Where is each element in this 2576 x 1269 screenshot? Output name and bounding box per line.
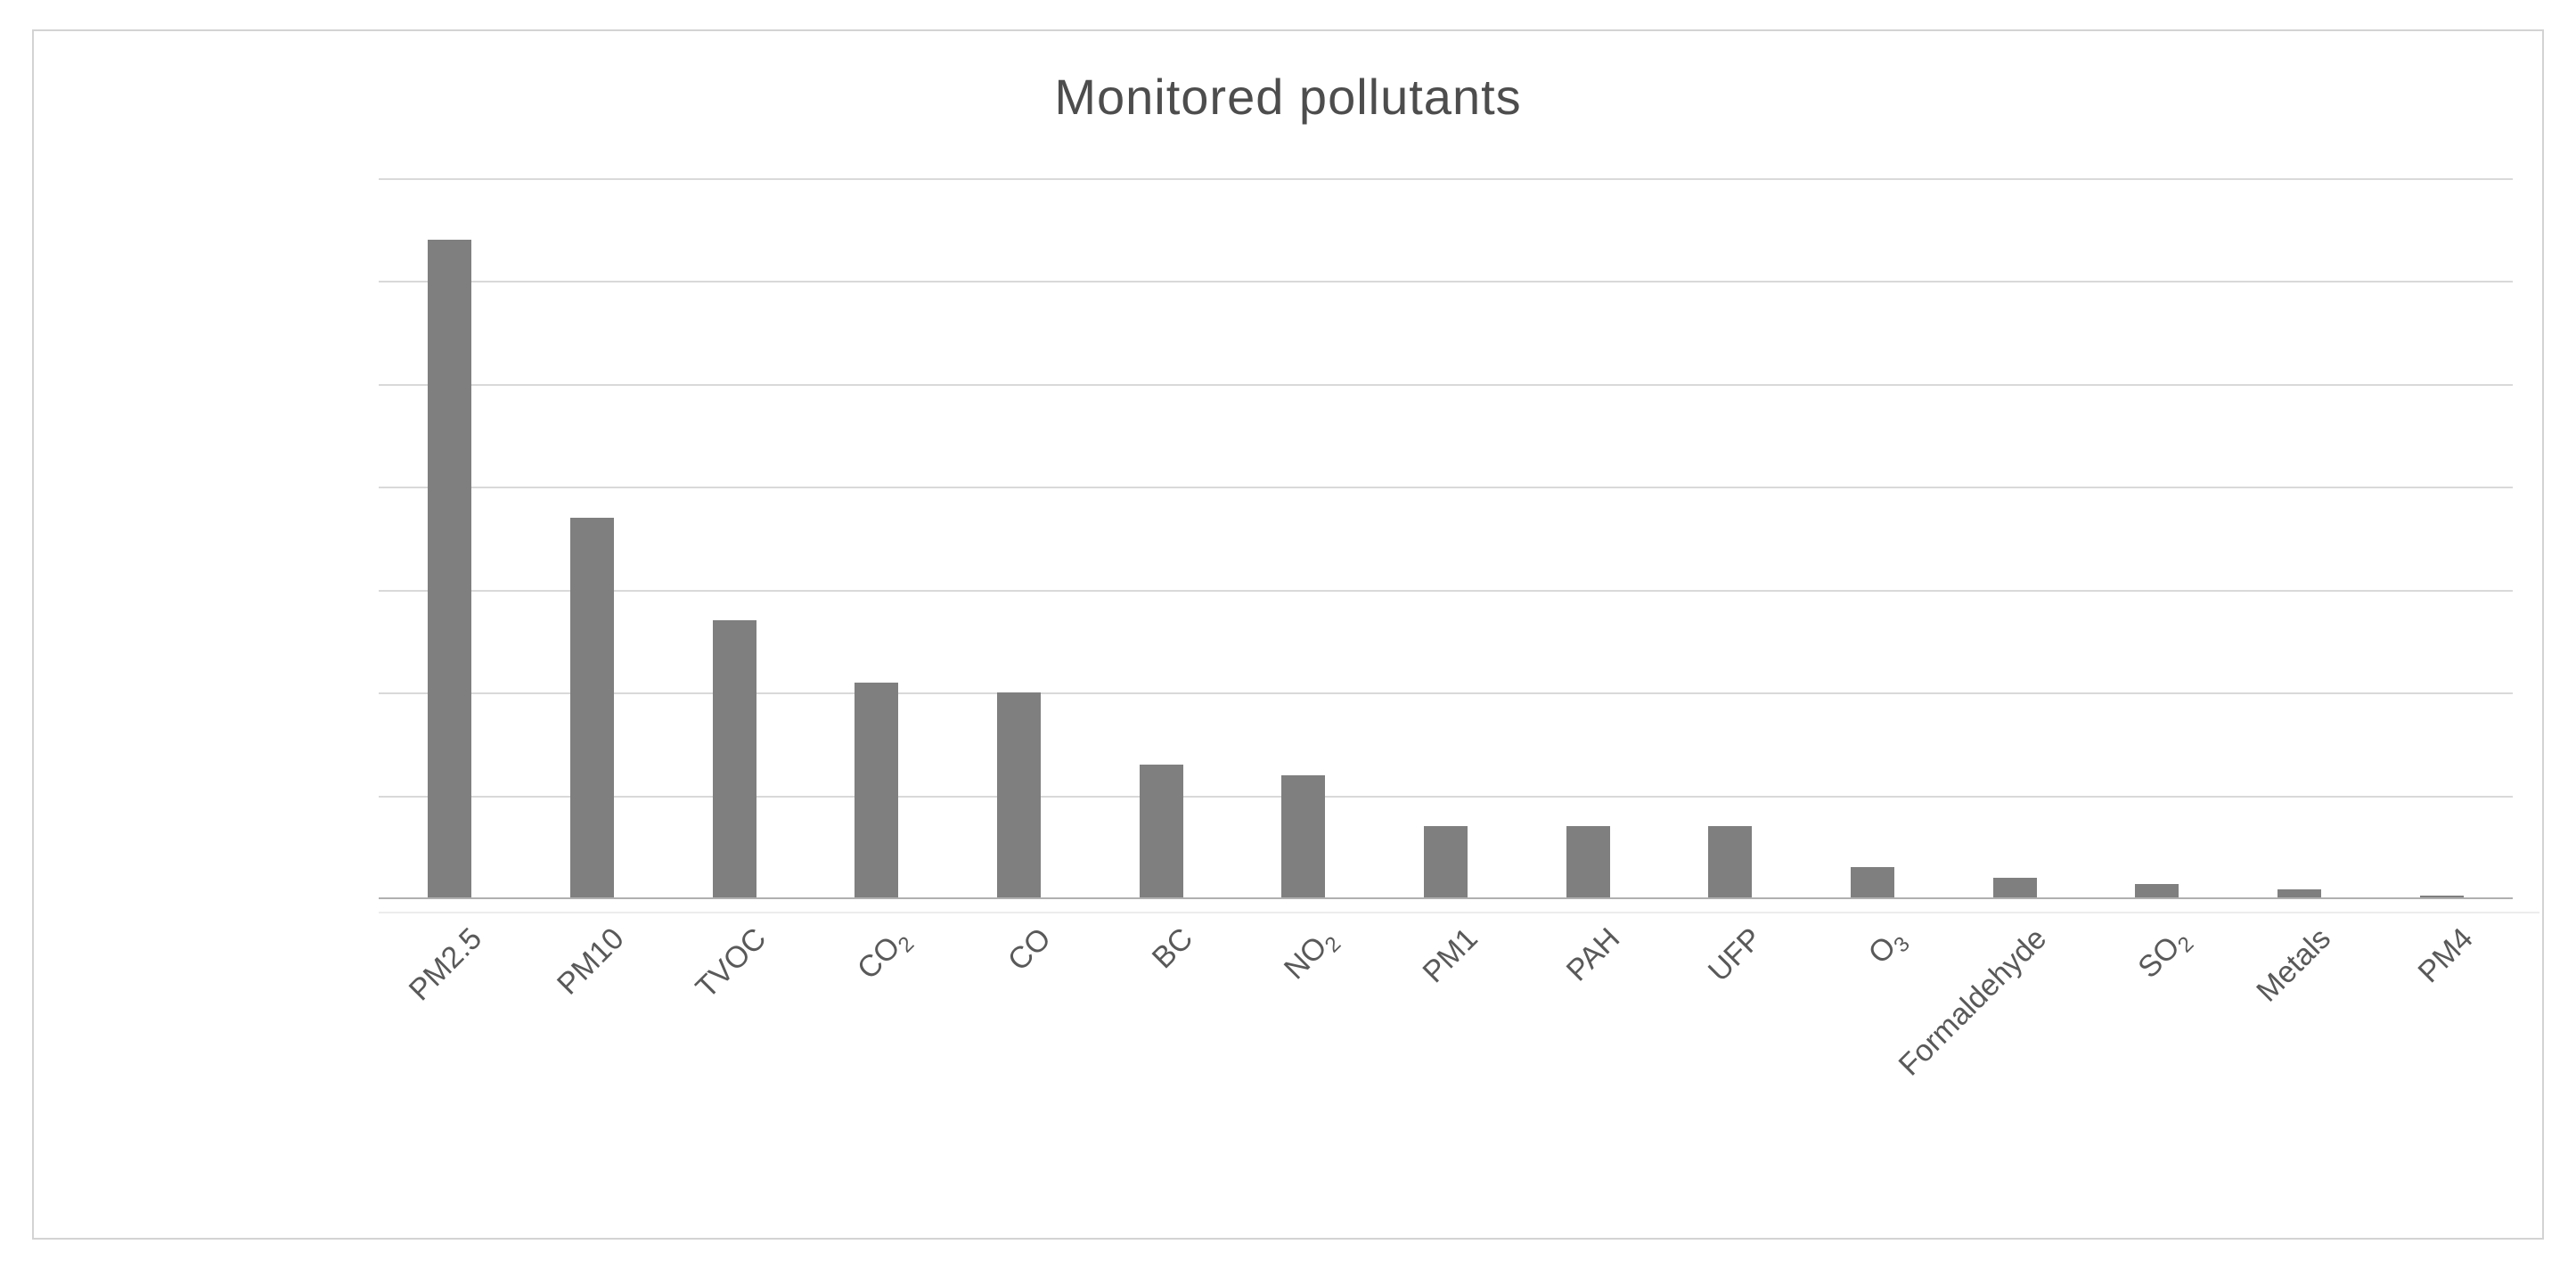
bar-slot xyxy=(2086,178,2228,898)
bar-CO2 xyxy=(855,682,899,898)
x-axis-label-PM10: PM10 xyxy=(550,921,631,1002)
gridline xyxy=(379,281,2513,283)
gridline xyxy=(379,589,2513,592)
bars-group xyxy=(379,178,2513,898)
gridline xyxy=(379,178,2513,180)
x-label-slot: PAH xyxy=(1517,898,1659,1219)
gridline xyxy=(379,487,2513,489)
x-label-slot: CO2 xyxy=(806,898,948,1219)
x-axis-label-O3: O3 xyxy=(1861,929,1915,971)
bar-PM2.5 xyxy=(428,240,472,898)
bar-slot xyxy=(1232,178,1375,898)
chart-title: Monitored pollutants xyxy=(1054,69,1522,125)
bar-slot xyxy=(1943,178,2086,898)
gridline xyxy=(379,692,2513,695)
bar-BC xyxy=(1139,764,1183,898)
x-axis-label-BC: BC xyxy=(1145,921,1200,976)
x-axis-label-CO: CO xyxy=(1001,921,1058,978)
x-axis-line xyxy=(379,897,2513,899)
x-label-slot: PM10 xyxy=(521,898,664,1219)
bar-slot xyxy=(1375,178,1517,898)
bar-PM10 xyxy=(570,517,614,898)
bar-PAH xyxy=(1566,826,1610,898)
x-label-slot: CO xyxy=(948,898,1091,1219)
bar-slot xyxy=(379,178,521,898)
bar-TVOC xyxy=(712,620,756,898)
x-label-slot: SO2 xyxy=(2086,898,2228,1219)
x-axis-label-PAH: PAH xyxy=(1559,921,1627,988)
bar-UFP xyxy=(1708,826,1753,898)
x-axis-label-TVOC: TVOC xyxy=(689,921,773,1005)
x-axis-label-Metals: Metals xyxy=(2250,921,2338,1009)
x-axis-label-PM2.5: PM2.5 xyxy=(402,921,488,1008)
gridline xyxy=(379,383,2513,386)
x-axis-label-UFP: UFP xyxy=(1701,921,1769,988)
x-label-slot: PM2.5 xyxy=(379,898,521,1219)
bar-PM1 xyxy=(1424,826,1468,898)
bar-slot xyxy=(2228,178,2371,898)
x-label-slot: BC xyxy=(1090,898,1232,1219)
x-label-slot: Formaldehyde xyxy=(1893,898,2086,1219)
x-label-slot: PM4 xyxy=(2370,898,2513,1219)
x-axis-label-CO2: CO2 xyxy=(850,929,919,987)
x-axis-labels-group: PM2.5 PM10 TVOC CO2 CO BC NO2 PM1 PAH UFP O3 Formal… xyxy=(379,898,2513,1219)
plot-area xyxy=(379,178,2513,899)
bar-slot xyxy=(1659,178,1802,898)
x-axis-label-PM4: PM4 xyxy=(2411,921,2481,990)
bar-slot xyxy=(663,178,806,898)
x-axis-label-SO2: SO2 xyxy=(2131,929,2199,986)
bar-Metals xyxy=(2278,888,2322,898)
bar-slot xyxy=(2370,178,2513,898)
x-axis-label-NO2: NO2 xyxy=(1277,929,1345,987)
x-axis-label-PM1: PM1 xyxy=(1416,921,1484,990)
bar-slot xyxy=(948,178,1091,898)
bar-slot xyxy=(521,178,664,898)
bar-O3 xyxy=(1851,867,1895,898)
x-label-slot: PM1 xyxy=(1375,898,1517,1219)
bar-slot xyxy=(1517,178,1659,898)
x-label-slot: NO2 xyxy=(1232,898,1375,1219)
x-label-slot: Metals xyxy=(2228,898,2371,1219)
under-axis-line xyxy=(379,912,2539,913)
x-label-slot: TVOC xyxy=(663,898,806,1219)
bar-SO2 xyxy=(2135,883,2179,898)
x-label-slot: UFP xyxy=(1659,898,1802,1219)
bar-PM4 xyxy=(2419,895,2464,898)
bar-slot xyxy=(1090,178,1232,898)
gridline xyxy=(379,795,2513,798)
bar-CO xyxy=(997,692,1042,898)
bar-slot xyxy=(806,178,948,898)
bar-Formaldehyde xyxy=(1992,877,2037,898)
bar-slot xyxy=(1802,178,1944,898)
bar-NO2 xyxy=(1281,774,1326,898)
